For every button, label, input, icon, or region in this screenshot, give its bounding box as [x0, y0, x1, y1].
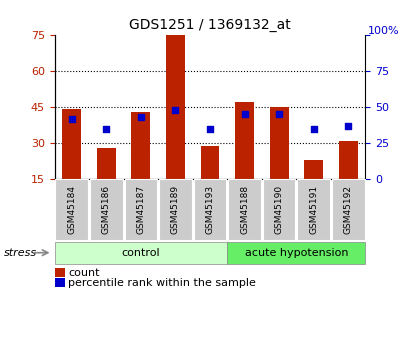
Bar — [200, 146, 220, 179]
Point — [241, 111, 248, 117]
Text: GSM45184: GSM45184 — [67, 185, 76, 234]
Text: GSM45191: GSM45191 — [309, 185, 318, 234]
Text: 100%: 100% — [368, 26, 399, 36]
Bar — [235, 102, 254, 179]
Point — [172, 107, 179, 112]
Text: control: control — [122, 248, 160, 258]
Text: GSM45188: GSM45188 — [240, 185, 249, 234]
Point — [103, 126, 110, 131]
Point — [207, 126, 213, 131]
Text: GSM45192: GSM45192 — [344, 185, 353, 234]
Bar — [339, 141, 357, 179]
Point — [310, 126, 317, 131]
Point — [68, 116, 75, 121]
Text: percentile rank within the sample: percentile rank within the sample — [68, 278, 256, 287]
Bar — [131, 112, 150, 179]
Point — [345, 123, 352, 129]
Point — [138, 114, 144, 120]
Text: count: count — [68, 268, 100, 277]
Bar — [270, 107, 289, 179]
Text: GSM45187: GSM45187 — [136, 185, 145, 234]
Title: GDS1251 / 1369132_at: GDS1251 / 1369132_at — [129, 18, 291, 32]
Bar — [304, 160, 323, 179]
Text: GSM45186: GSM45186 — [102, 185, 111, 234]
Text: GSM45189: GSM45189 — [171, 185, 180, 234]
Text: GSM45190: GSM45190 — [275, 185, 284, 234]
Bar — [97, 148, 116, 179]
Bar — [166, 34, 185, 179]
Text: acute hypotension: acute hypotension — [244, 248, 348, 258]
Point — [276, 111, 282, 117]
Bar — [63, 109, 81, 179]
Text: GSM45193: GSM45193 — [205, 185, 215, 234]
Text: stress: stress — [4, 248, 37, 258]
